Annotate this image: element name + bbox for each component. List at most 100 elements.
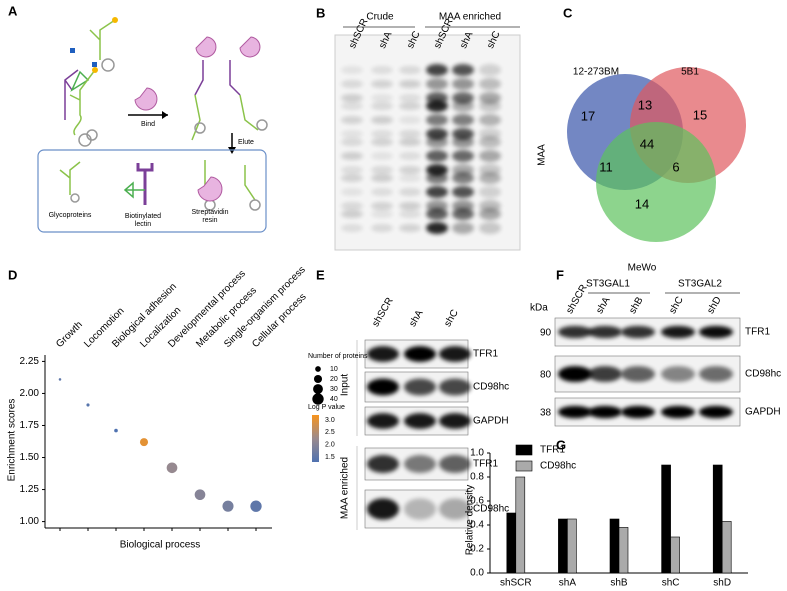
band [404,455,436,473]
legend-text: Streptavidin [192,209,229,216]
bar [567,518,577,574]
bubble-chart: 1.00 1.25 1.50 1.75 2.00 2.25 Enrichment score… [7,264,368,550]
y-tick-label: 0.0 [470,568,484,579]
band [341,224,363,232]
marker-label: 80 [540,370,552,381]
resin [195,36,217,58]
venn-set [596,122,716,242]
arrow-head [162,111,168,119]
biotin [123,181,145,199]
band-label: TFR1 [473,349,498,360]
legend-tick-label: 2.0 [325,442,335,449]
blot-bands: shSCR shA shC TFR1 CD98hc GAPDH TFR1 CD98hc [364,296,509,529]
band-label: GAPDH [745,407,781,418]
bar [515,476,526,574]
bar [506,512,517,574]
legend-title: Number of proteins [308,353,368,360]
y-tick-label: 0.4 [470,520,484,531]
lane-label: shA [594,295,612,316]
band [426,186,448,198]
band [699,405,733,419]
y-tick-label: 1.50 [20,452,40,463]
band [341,210,363,218]
bar [661,464,671,574]
panel-label: F [556,267,564,282]
band [341,174,363,182]
band [399,130,421,138]
band [399,80,421,88]
bubble [250,500,262,512]
group-label: ST3GAL2 [678,279,722,290]
band [399,116,421,124]
marker-label: 90 [540,328,552,339]
x-tick-label: shD [713,578,731,589]
bubble [114,428,118,433]
band [371,210,393,218]
band [452,208,474,220]
protein [256,119,268,131]
band [588,405,622,419]
bar-chart: 0.0 0.2 0.4 0.6 0.8 1.0 Relative density shSCR s… [465,445,748,589]
glycan-unit [112,17,118,23]
band [371,152,393,160]
band [452,136,474,148]
band [399,102,421,110]
legend-text: 20 [330,376,338,383]
venn-count: 17 [581,108,595,123]
band [371,130,393,138]
x-tick-label: shB [610,578,628,589]
band [479,186,501,198]
panel-a-schematic [37,19,268,233]
protein [249,199,261,211]
bubble [58,378,62,381]
set-label: MeWo [628,263,657,274]
protein [86,129,98,141]
band [426,172,448,184]
y-tick-label: 2.25 [20,356,40,367]
band [452,78,474,90]
lane-label: shSCR [564,283,589,316]
unit-label: kDa [530,303,548,314]
legend-tick-label: 2.5 [325,429,335,436]
legend-swatch [515,444,533,456]
band [426,114,448,126]
band [661,325,695,339]
bar [618,527,629,574]
band [439,378,471,396]
bubble [222,500,234,512]
colorbar [312,415,319,462]
band [699,325,733,339]
legend-text: CD98hc [540,461,576,472]
panel-label: B [316,5,325,20]
x-tick-label: shA [559,578,577,589]
bar [712,464,723,574]
band [399,188,421,196]
glycan-unit [92,67,98,73]
band [399,224,421,232]
band [399,210,421,218]
band [452,172,474,184]
blot-label: MAA [537,144,548,166]
band [588,325,622,339]
band [621,405,655,419]
group-label: Input [340,374,351,396]
legend-bubble [313,384,323,394]
bubble [139,438,149,447]
band [558,405,592,419]
legend-title: Log P value [308,404,345,411]
band [399,174,421,182]
band [404,378,436,396]
band [479,64,501,76]
lane-label: shD [705,295,723,316]
y-axis-label: Relative density [465,485,476,556]
legend-text: resin [202,217,217,224]
band [371,202,393,210]
y-tick-label: 1.00 [20,516,40,527]
band-label: CD98hc [473,382,509,393]
panel-label: C [563,5,573,20]
band [341,166,363,174]
band [479,150,501,162]
legend-bubble [313,374,323,384]
venn-count: 44 [640,136,654,151]
